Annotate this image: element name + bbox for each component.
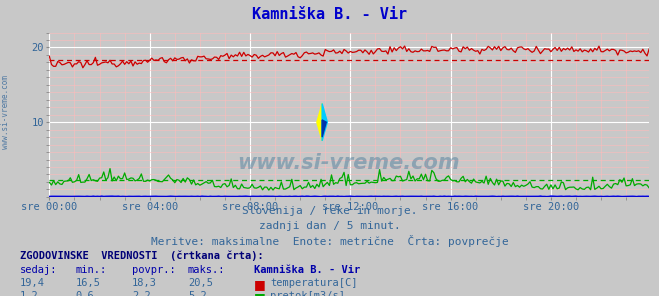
Text: ■: ■ xyxy=(254,291,266,296)
Text: 2,2: 2,2 xyxy=(132,291,150,296)
Text: maks.:: maks.: xyxy=(188,265,225,275)
Text: Slovenija / reke in morje.: Slovenija / reke in morje. xyxy=(242,206,417,216)
Text: www.si-vreme.com: www.si-vreme.com xyxy=(237,153,459,173)
Text: povpr.:: povpr.: xyxy=(132,265,175,275)
Text: Kamniška B. - Vir: Kamniška B. - Vir xyxy=(252,7,407,22)
Text: 0,6: 0,6 xyxy=(76,291,94,296)
Text: 1,2: 1,2 xyxy=(20,291,38,296)
Polygon shape xyxy=(317,104,322,141)
Text: www.si-vreme.com: www.si-vreme.com xyxy=(1,75,10,149)
Text: Meritve: maksimalne  Enote: metrične  Črta: povprečje: Meritve: maksimalne Enote: metrične Črta… xyxy=(151,235,508,247)
Polygon shape xyxy=(322,104,328,141)
Text: temperatura[C]: temperatura[C] xyxy=(270,278,358,288)
Text: min.:: min.: xyxy=(76,265,107,275)
Text: 18,3: 18,3 xyxy=(132,278,157,288)
Text: 20,5: 20,5 xyxy=(188,278,213,288)
Text: 16,5: 16,5 xyxy=(76,278,101,288)
Text: ZGODOVINSKE  VREDNOSTI  (črtkana črta):: ZGODOVINSKE VREDNOSTI (črtkana črta): xyxy=(20,250,264,260)
Text: 5,2: 5,2 xyxy=(188,291,206,296)
Text: 19,4: 19,4 xyxy=(20,278,45,288)
Polygon shape xyxy=(322,120,326,137)
Text: zadnji dan / 5 minut.: zadnji dan / 5 minut. xyxy=(258,221,401,231)
Text: sedaj:: sedaj: xyxy=(20,265,57,275)
Text: ■: ■ xyxy=(254,278,266,291)
Text: Kamniška B. - Vir: Kamniška B. - Vir xyxy=(254,265,360,275)
Text: pretok[m3/s]: pretok[m3/s] xyxy=(270,291,345,296)
